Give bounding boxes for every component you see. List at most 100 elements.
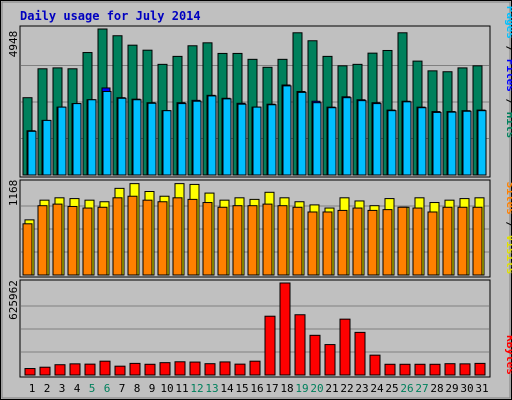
- legend-kbytes: KBytes: [504, 335, 512, 375]
- bar-kbytes-day-14: [219, 361, 231, 376]
- bar-pages-day-21: [327, 107, 337, 176]
- bar-pages-day-7: [117, 97, 127, 176]
- day-label: 12: [190, 382, 203, 395]
- bar-pages-day-13: [207, 95, 217, 176]
- legend-sep: /: [504, 92, 512, 112]
- bar-pages-day-5: [87, 99, 97, 176]
- bar-sites-day-4: [67, 205, 78, 276]
- bar-kbytes-day-15: [234, 363, 246, 376]
- bar-pages-day-31: [477, 110, 487, 176]
- bar-kbytes-day-12: [189, 361, 201, 376]
- bar-sites-day-7: [112, 197, 123, 276]
- legend-hits-panel: Pages / Files / Hits: [504, 6, 512, 139]
- svg-text:Sites / Visits: Sites / Visits: [504, 182, 512, 275]
- bar-kbytes-day-4: [69, 363, 81, 376]
- day-label: 24: [370, 382, 384, 395]
- chart-title: Daily usage for July 2014: [20, 9, 201, 23]
- bars: [22, 28, 487, 376]
- bar-kbytes-day-17: [264, 315, 276, 376]
- day-label: 25: [385, 382, 398, 395]
- bar-kbytes-day-10: [159, 362, 171, 376]
- day-label: 7: [119, 382, 126, 395]
- bar-sites-day-29: [442, 206, 453, 276]
- bar-sites-day-26: [397, 206, 408, 276]
- bar-kbytes-day-13: [204, 363, 216, 376]
- svg-text:KBytes: KBytes: [504, 335, 512, 375]
- day-label: 1: [29, 382, 36, 395]
- bar-pages-day-6: [102, 90, 112, 176]
- legend-files: Files: [504, 59, 512, 92]
- bar-kbytes-day-27: [414, 363, 426, 376]
- day-label: 15: [235, 382, 248, 395]
- legend-sep: /: [504, 39, 512, 59]
- bar-pages-day-29: [447, 111, 457, 176]
- bar-kbytes-day-26: [399, 363, 411, 376]
- bar-sites-day-17: [262, 203, 273, 276]
- bar-sites-day-31: [472, 206, 483, 276]
- bar-pages-day-24: [372, 103, 382, 176]
- bar-sites-day-22: [337, 209, 348, 276]
- bar-kbytes-day-31: [474, 362, 486, 376]
- day-label: 26: [400, 382, 413, 395]
- bar-pages-day-9: [147, 102, 157, 176]
- bar-sites-day-6: [97, 206, 108, 276]
- bar-kbytes-day-24: [369, 354, 381, 376]
- y-max-label-kbytes: 625962: [7, 280, 20, 320]
- bar-kbytes-day-19: [294, 314, 306, 376]
- bar-sites-day-25: [382, 209, 393, 276]
- bar-kbytes-day-6: [99, 360, 111, 376]
- bar-pages-day-27: [417, 107, 427, 176]
- bar-kbytes-day-21: [324, 344, 336, 376]
- day-label: 28: [430, 382, 443, 395]
- bar-sites-day-2: [37, 205, 48, 276]
- bar-pages-day-8: [132, 99, 142, 176]
- bar-pages-day-12: [192, 100, 202, 176]
- legend-pages: Pages: [504, 6, 512, 39]
- day-label: 5: [89, 382, 96, 395]
- bar-kbytes-day-2: [39, 366, 51, 376]
- legend-visits-panel: Sites / Visits: [504, 182, 512, 275]
- y-max-label-hits: 4948: [7, 31, 20, 58]
- bar-kbytes-day-7: [114, 365, 126, 376]
- bar-kbytes-day-20: [309, 334, 321, 376]
- bar-pages-day-3: [57, 106, 67, 176]
- bar-kbytes-day-8: [129, 362, 141, 376]
- bar-kbytes-day-11: [174, 361, 186, 376]
- bar-pages-day-14: [222, 98, 232, 176]
- day-label: 20: [310, 382, 323, 395]
- day-labels: 1 2 3 4 5 6 7 8 9 10 11 12 13 14 15 16 17 18 19 20 21 22 23 24 2…: [29, 382, 489, 395]
- day-label: 21: [325, 382, 338, 395]
- day-label: 18: [280, 382, 293, 395]
- bar-sites-day-20: [307, 211, 318, 276]
- bar-sites-day-1: [22, 223, 33, 276]
- day-label: 8: [134, 382, 141, 395]
- bar-pages-day-11: [177, 103, 187, 176]
- bar-kbytes-day-9: [144, 363, 156, 376]
- bar-pages-day-17: [267, 104, 277, 176]
- bar-sites-day-19: [292, 206, 303, 276]
- bar-sites-day-24: [367, 209, 378, 276]
- bar-pages-day-26: [402, 101, 412, 176]
- bar-kbytes-day-30: [459, 363, 471, 376]
- bar-sites-day-10: [157, 201, 168, 276]
- bar-sites-day-16: [247, 205, 258, 276]
- day-label: 3: [59, 382, 66, 395]
- bar-sites-day-18: [277, 205, 288, 276]
- bar-pages-day-4: [72, 103, 82, 176]
- day-label: 6: [104, 382, 111, 395]
- bar-kbytes-day-1: [24, 368, 36, 376]
- bar-sites-day-14: [217, 206, 228, 276]
- bar-sites-day-11: [172, 197, 183, 276]
- bar-kbytes-day-23: [354, 331, 366, 376]
- day-label: 11: [175, 382, 188, 395]
- legend-sites: Sites: [504, 182, 512, 215]
- legend-visits: Visits: [504, 235, 512, 275]
- bar-pages-day-22: [342, 97, 352, 176]
- bar-pages-day-18: [282, 85, 292, 176]
- day-label: 14: [220, 382, 234, 395]
- bar-pages-day-1: [27, 130, 37, 176]
- bar-sites-day-3: [52, 203, 63, 276]
- bar-pages-day-19: [297, 91, 307, 176]
- bar-kbytes-day-28: [429, 363, 441, 376]
- bar-kbytes-day-5: [84, 363, 96, 376]
